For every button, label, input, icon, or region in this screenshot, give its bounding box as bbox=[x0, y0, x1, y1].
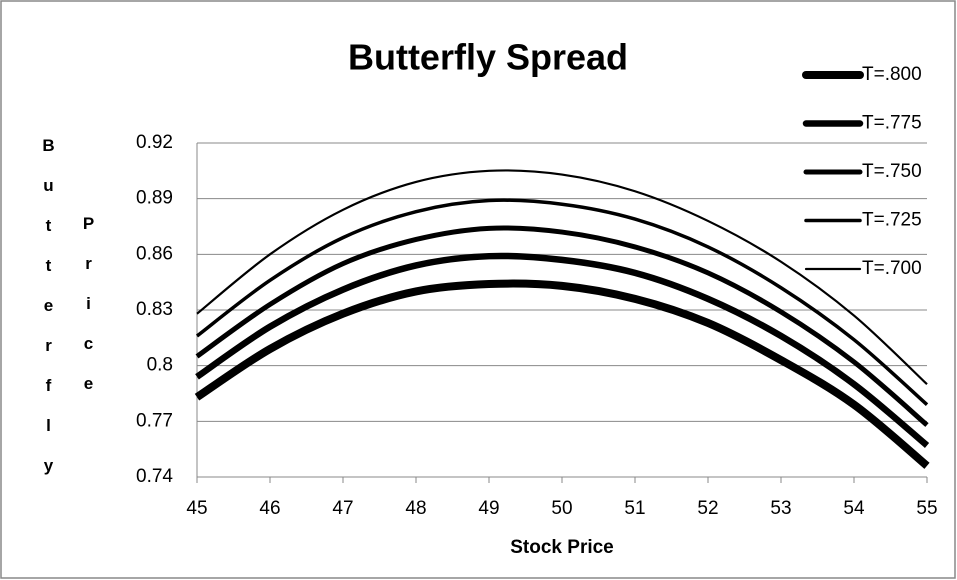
x-tick-label: 52 bbox=[697, 498, 718, 519]
series-line bbox=[194, 279, 930, 469]
x-tick-label: 50 bbox=[551, 498, 572, 519]
x-tick-label: 55 bbox=[916, 498, 937, 519]
x-tick-label: 54 bbox=[843, 498, 865, 519]
series-line bbox=[195, 252, 930, 448]
series-line bbox=[196, 169, 928, 386]
legend-label: T=.700 bbox=[862, 258, 922, 279]
x-axis-label: Stock Price bbox=[510, 537, 614, 558]
legend-label: T=.800 bbox=[862, 64, 922, 85]
series-line bbox=[195, 225, 929, 427]
series-line bbox=[195, 198, 929, 406]
x-tick-label: 48 bbox=[405, 498, 426, 519]
y-tick-label: 0.83 bbox=[136, 299, 173, 320]
y-tick-label: 0.89 bbox=[136, 188, 173, 209]
y-axis-label: Butterfly bbox=[39, 136, 58, 496]
legend-label: T=.775 bbox=[862, 113, 922, 134]
x-tick-label: 51 bbox=[624, 498, 645, 519]
x-tick-label: 53 bbox=[770, 498, 791, 519]
legend-label: T=.725 bbox=[862, 210, 922, 231]
x-tick-label: 47 bbox=[332, 498, 353, 519]
y-axis-label: Price bbox=[79, 214, 98, 414]
x-tick-label: 49 bbox=[478, 498, 499, 519]
legend-label: T=.750 bbox=[862, 161, 922, 182]
x-tick-label: 45 bbox=[186, 498, 207, 519]
chart-title: Butterfly Spread bbox=[348, 37, 628, 78]
y-tick-label: 0.92 bbox=[136, 132, 173, 153]
y-tick-label: 0.74 bbox=[136, 466, 173, 487]
y-tick-label: 0.8 bbox=[147, 355, 173, 376]
y-tick-label: 0.86 bbox=[136, 243, 173, 264]
y-tick-label: 0.77 bbox=[136, 410, 173, 431]
x-tick-label: 46 bbox=[259, 498, 280, 519]
